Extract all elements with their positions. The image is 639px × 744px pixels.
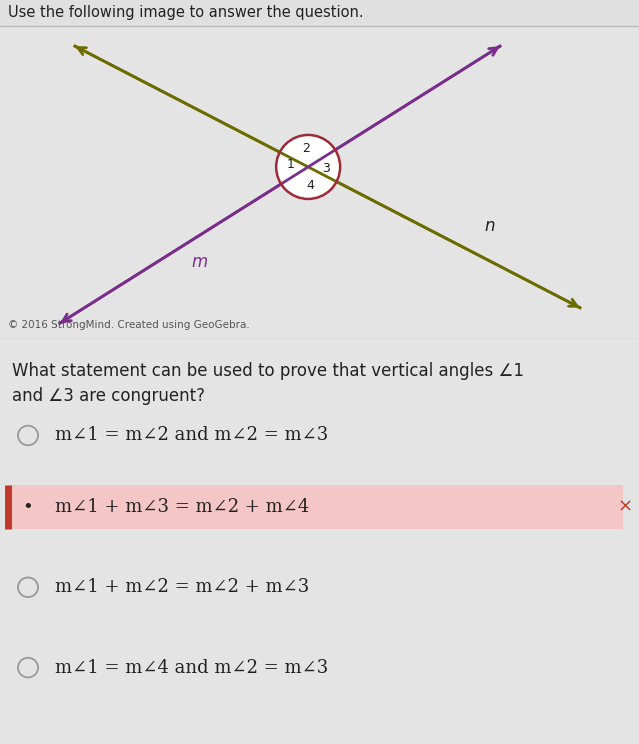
Text: m∠1 = m∠2 and m∠2 = m∠3: m∠1 = m∠2 and m∠2 = m∠3 [55,426,328,444]
Text: and ∠3 are congruent?: and ∠3 are congruent? [12,387,205,405]
Text: 4: 4 [306,179,314,192]
Text: What statement can be used to prove that vertical angles ∠1: What statement can be used to prove that… [12,362,524,380]
Bar [8,485,623,528]
Text: •: • [22,498,33,516]
Text: m: m [192,252,208,271]
Text: Use the following image to answer the question.: Use the following image to answer the qu… [8,4,364,20]
Text: 1: 1 [286,158,294,171]
Text: ×: × [617,498,633,516]
Bar [0,0,639,25]
Text: 3: 3 [322,162,330,176]
Text: 2: 2 [302,142,310,155]
Text: m∠1 + m∠3 = m∠2 + m∠4: m∠1 + m∠3 = m∠2 + m∠4 [55,498,309,516]
Text: m∠1 + m∠2 = m∠2 + m∠3: m∠1 + m∠2 = m∠2 + m∠3 [55,578,309,596]
Text: © 2016 StrongMind. Created using GeoGebra.: © 2016 StrongMind. Created using GeoGebr… [8,321,250,330]
Ellipse shape [276,135,340,199]
Text: n: n [485,217,495,234]
Text: m∠1 = m∠4 and m∠2 = m∠3: m∠1 = m∠4 and m∠2 = m∠3 [55,658,328,676]
